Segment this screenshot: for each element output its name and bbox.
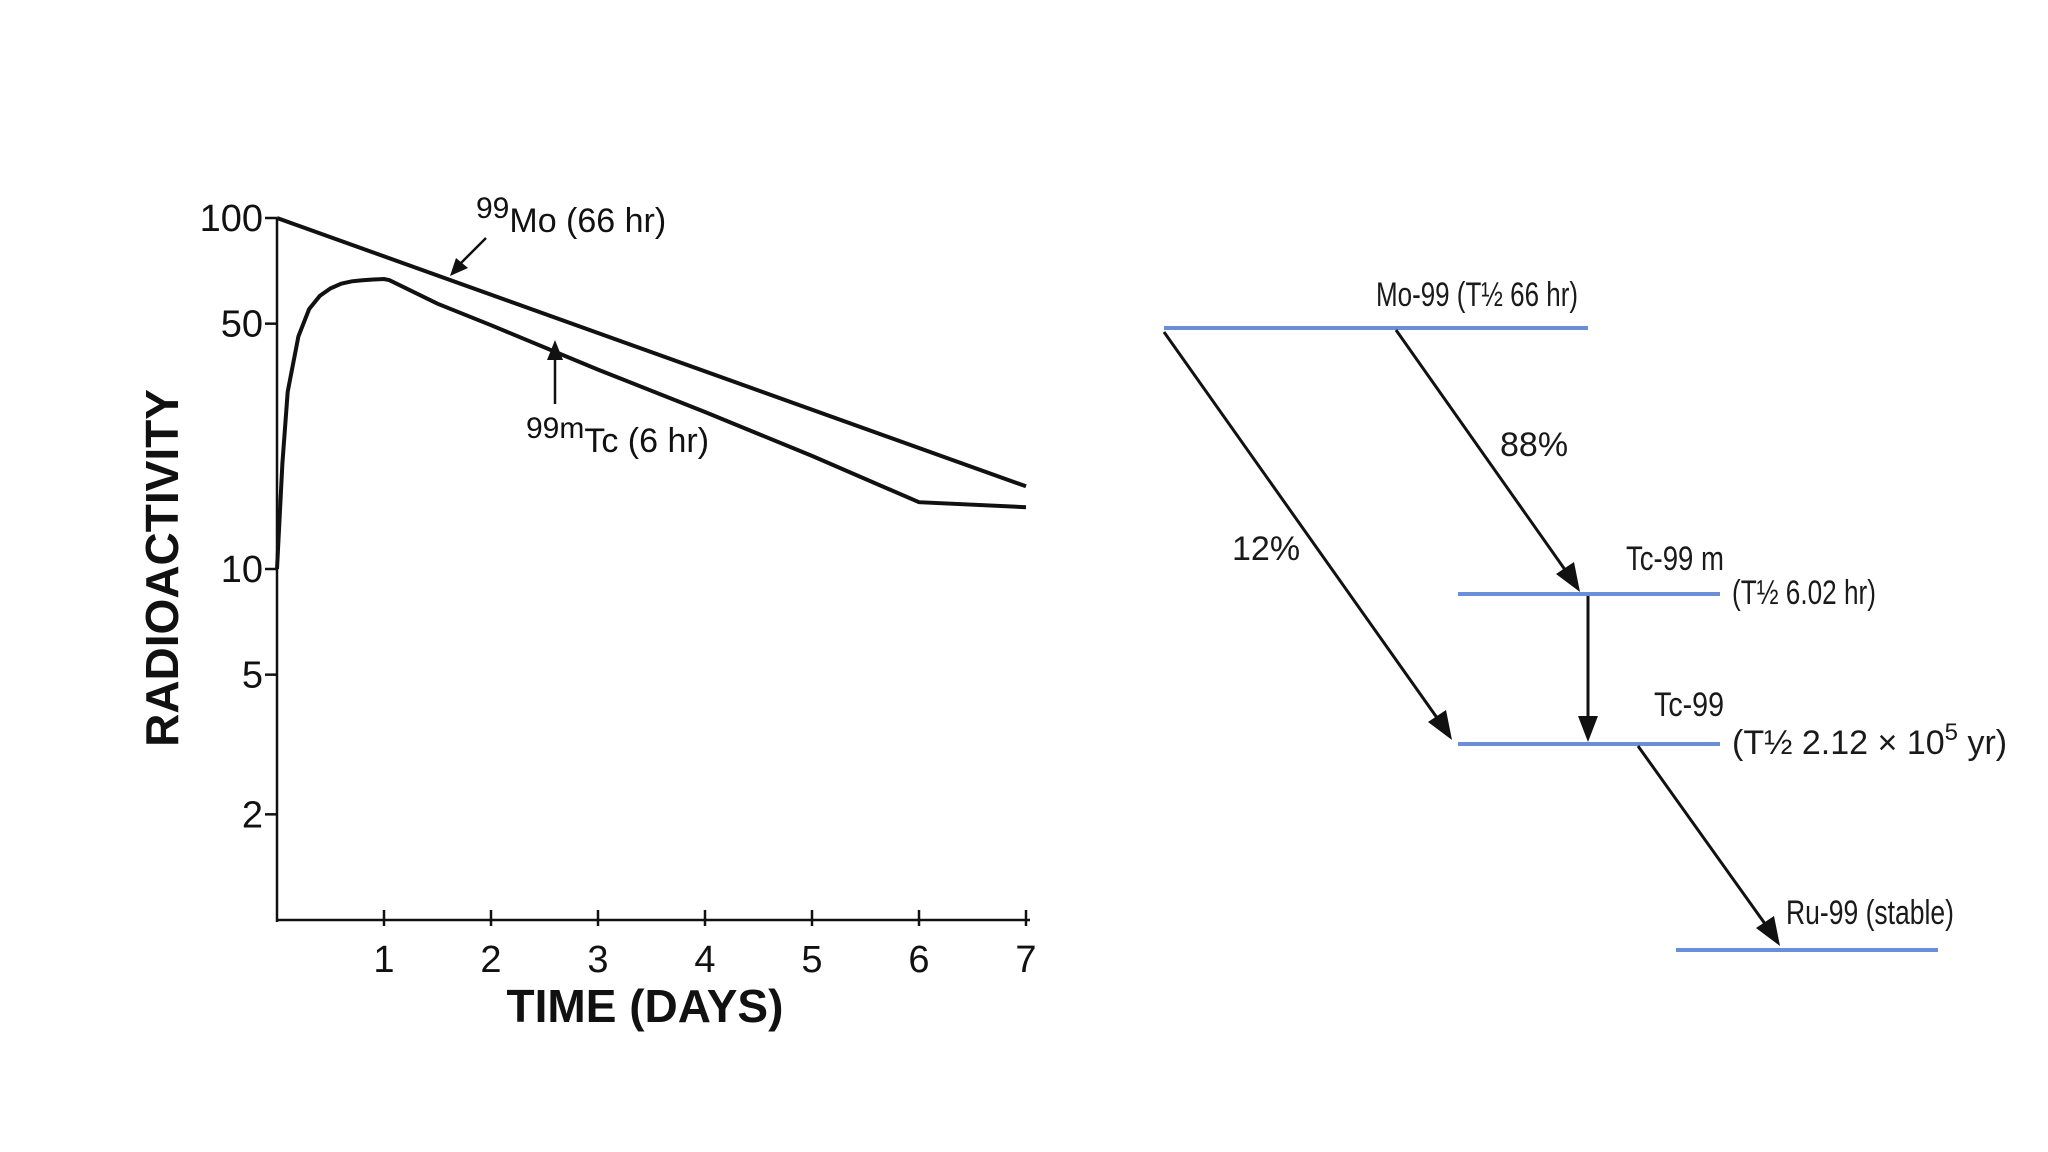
- tc99-halflife-exponent: 5: [1945, 719, 1958, 746]
- tc99-halflife-base: (T½ 2.12 × 10: [1732, 724, 1945, 762]
- x-tick-label: 7: [1015, 939, 1036, 981]
- y-tick-label: 100: [200, 198, 263, 240]
- series-line-mo99: [276, 216, 1027, 489]
- plot-layer: 100 50 10 5 2 1 2 3 4 5 6 7: [200, 198, 1037, 981]
- branch-12-percent: 12%: [1232, 530, 1300, 568]
- tc99m-annotation: 99mTc (6 hr): [526, 412, 709, 460]
- branch-88-percent: 88%: [1500, 426, 1568, 464]
- tc99m-pointer-arrowhead: [547, 340, 563, 360]
- tc99-halflife: (T½ 2.12 × 105 yr): [1732, 719, 2007, 762]
- x-tick-label: 4: [694, 939, 715, 981]
- y-tick-label: 5: [242, 655, 263, 697]
- arrow-tc99-to-ru99-head: [1756, 916, 1780, 946]
- series-line-tc99m: [275, 276, 1027, 570]
- mo99-annotation: 99Mo (66 hr): [476, 192, 666, 240]
- x-tick-label: 3: [587, 939, 608, 981]
- x-tick-label: 1: [373, 939, 394, 981]
- radioactivity-chart: 100 50 10 5 2 1 2 3 4 5 6 7 RADIOACTIVITY TIME (DAY…: [136, 192, 1037, 1032]
- mo99-mass-number: 99: [476, 192, 509, 225]
- tc99m-mass-number: 99m: [526, 412, 584, 445]
- mo99-pointer-arrowhead: [450, 258, 468, 276]
- y-tick-label: 2: [242, 794, 263, 836]
- x-tick-label: 5: [801, 939, 822, 981]
- tc99m-label: Tc (6 hr): [584, 422, 709, 460]
- arrow-tc99-to-ru99: [1636, 745, 1770, 929]
- x-tick-label: 2: [480, 939, 501, 981]
- arrow-mo99-to-tc99m-head: [1556, 562, 1580, 592]
- mo99-label: Mo (66 hr): [509, 202, 666, 240]
- tc99m-halflife: (T½ 6.02 hr): [1732, 574, 1876, 612]
- arrow-mo99-to-tc99m: [1394, 329, 1570, 575]
- tc99m-name: Tc-99 m: [1626, 540, 1724, 578]
- tc99-halflife-unit: yr): [1958, 724, 2007, 762]
- tc99-name: Tc-99: [1654, 686, 1724, 724]
- x-axis-title: TIME (DAYS): [507, 980, 784, 1032]
- y-tick-label: 50: [221, 304, 263, 346]
- arrow-tc99m-to-tc99-head: [1578, 716, 1598, 742]
- mo99-pointer-line: [457, 237, 487, 267]
- arrow-mo99-to-tc99-head: [1428, 710, 1452, 740]
- x-tick-label: 6: [908, 939, 929, 981]
- ru99-label: Ru-99 (stable): [1786, 894, 1954, 932]
- arrow-mo99-to-tc99: [1162, 331, 1442, 723]
- mo99-label: Mo-99 (T½ 66 hr): [1376, 276, 1578, 314]
- y-axis-title: RADIOACTIVITY: [136, 389, 188, 747]
- y-tick-label: 10: [221, 549, 263, 591]
